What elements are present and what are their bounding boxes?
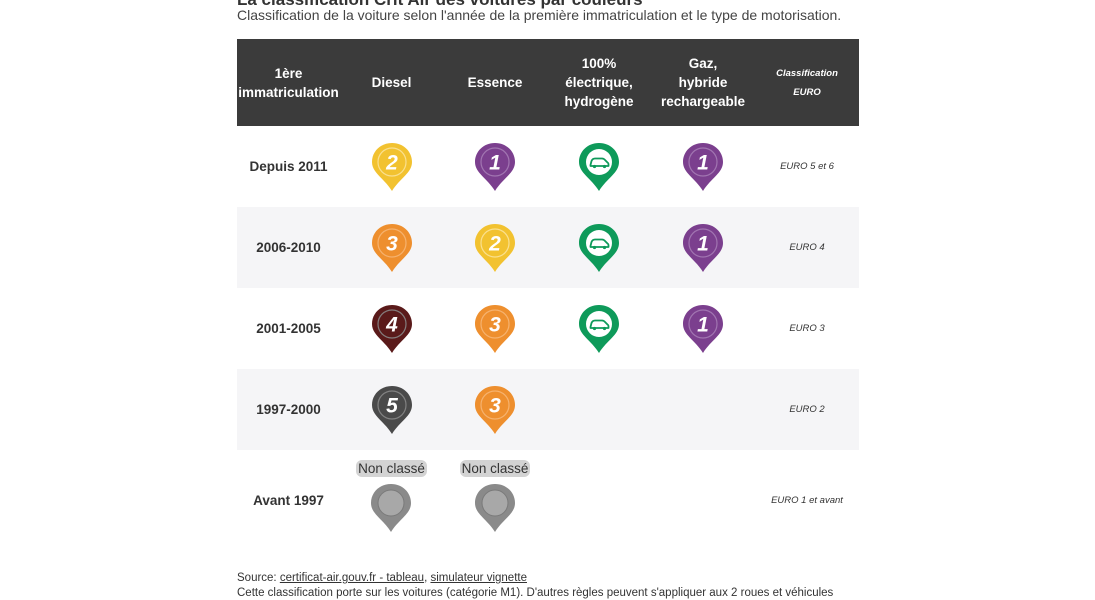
non-classe-wrap: Non classé (459, 460, 531, 534)
svg-text:1: 1 (697, 313, 709, 336)
critair-5-icon: 5 (370, 384, 414, 436)
year-cell: 2001-2005 (256, 321, 321, 336)
svg-text:2: 2 (385, 151, 398, 174)
year-cell: Avant 1997 (253, 492, 324, 508)
cell-diesel: 4 (340, 288, 443, 369)
header-year: 1ère immatriculation (238, 65, 339, 100)
cell-electrique (547, 207, 651, 288)
non-classe-icon (369, 482, 413, 534)
critair-3-icon: 3 (473, 303, 517, 355)
table-body: Depuis 2011 2 1 1 EURO 5 et 6 2006-2010 3 2 1 EUR… (237, 126, 859, 550)
source-link-tableau[interactable]: certificat-air.gouv.fr - tableau (279, 572, 425, 584)
svg-text:4: 4 (385, 313, 398, 336)
cell-electrique (547, 126, 651, 207)
euro-cell: EURO 1 et avant (771, 494, 843, 506)
svg-text:3: 3 (489, 394, 501, 417)
critair-electrique-icon (577, 303, 621, 355)
critair-electrique-icon (577, 222, 621, 274)
year-cell: Depuis 2011 (249, 159, 328, 174)
footnote: Cette classification porte sur les voitu… (237, 587, 834, 599)
critair-2-icon: 2 (370, 141, 414, 193)
critair-electrique-icon (577, 141, 621, 193)
svg-text:2: 2 (488, 232, 501, 255)
header-gaz: Gaz, hybride rechargeable (660, 56, 746, 109)
header-essence: Essence (467, 75, 523, 90)
critair-table: 1ère immatriculation Diesel Essence 100%… (237, 39, 859, 550)
year-cell: 1997-2000 (256, 402, 321, 417)
cell-gaz: 1 (651, 207, 755, 288)
cell-diesel: 3 (340, 207, 443, 288)
cell-gaz: 1 (651, 126, 755, 207)
year-cell: 2006-2010 (256, 240, 321, 255)
cell-essence: 1 (443, 126, 547, 207)
non-classe-label: Non classé (356, 460, 427, 477)
critair-3-icon: 3 (370, 222, 414, 274)
cell-diesel: 2 (340, 126, 443, 207)
critair-1-icon: 1 (473, 141, 517, 193)
header-diesel: Diesel (371, 75, 412, 90)
critair-1-icon: 1 (681, 141, 725, 193)
euro-cell: EURO 5 et 6 (780, 161, 834, 172)
table-header: 1ère immatriculation Diesel Essence 100%… (237, 39, 859, 126)
cell-electrique (547, 450, 651, 550)
source-separator: , (424, 572, 431, 584)
critair-3-icon: 3 (473, 384, 517, 436)
svg-text:3: 3 (386, 232, 398, 255)
cell-gaz (651, 450, 755, 550)
cell-gaz: 1 (651, 288, 755, 369)
non-classe-label: Non classé (459, 460, 531, 477)
cell-essence: 2 (443, 207, 547, 288)
non-classe-icon (473, 482, 517, 534)
cell-essence: Non classé (443, 450, 547, 550)
euro-cell: EURO 3 (789, 323, 825, 334)
cell-diesel: Non classé (340, 450, 443, 550)
euro-cell: EURO 4 (789, 242, 825, 253)
critair-1-icon: 1 (681, 222, 725, 274)
svg-text:5: 5 (386, 394, 398, 417)
svg-text:1: 1 (489, 151, 501, 174)
svg-text:3: 3 (489, 313, 501, 336)
cell-diesel: 5 (340, 369, 443, 450)
cell-gaz (651, 369, 755, 450)
cell-essence: 3 (443, 369, 547, 450)
table-row: Depuis 2011 2 1 1 EURO 5 et 6 (237, 126, 859, 207)
cell-electrique (547, 369, 651, 450)
source-link-simulateur[interactable]: simulateur vignette (430, 572, 527, 584)
non-classe-wrap: Non classé (356, 460, 427, 534)
table-row: 1997-2000 5 3 EURO 2 (237, 369, 859, 450)
critair-4-icon: 4 (370, 303, 414, 355)
chart-title: La classification Crit'Air des voitures … (237, 0, 643, 10)
critair-2-icon: 2 (473, 222, 517, 274)
svg-text:1: 1 (697, 151, 709, 174)
critair-1-icon: 1 (681, 303, 725, 355)
source-prefix: Source: (237, 572, 280, 584)
table-row: 2001-2005 4 3 1 EURO 3 (237, 288, 859, 369)
euro-cell: EURO 2 (789, 404, 825, 415)
table-row: 2006-2010 3 2 1 EURO 4 (237, 207, 859, 288)
cell-essence: 3 (443, 288, 547, 369)
source-line: Source: certificat-air.gouv.fr - tableau… (237, 572, 527, 584)
chart-subtitle: Classification de la voiture selon l'ann… (237, 7, 842, 23)
header-electrique: 100% électrique, hydrogène (564, 56, 634, 109)
table-row: Avant 1997 Non classé Non classé EURO 1 et … (237, 450, 859, 550)
svg-text:1: 1 (697, 232, 709, 255)
cell-electrique (547, 288, 651, 369)
header-euro: Classification EURO (776, 67, 838, 98)
